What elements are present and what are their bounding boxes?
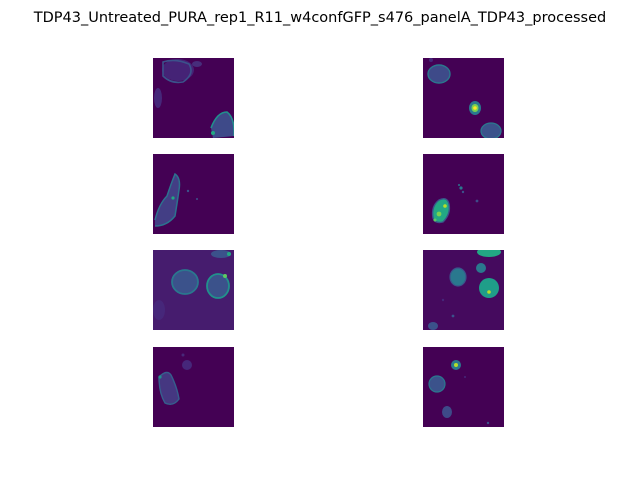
image-panel-r2-c2-canvas (423, 154, 504, 234)
image-panel-r1-c2-canvas (423, 58, 504, 138)
image-panel-r1-c2 (423, 58, 504, 138)
image-panel-r3-c2 (423, 250, 504, 330)
figure-title: TDP43_Untreated_PURA_rep1_R11_w4confGFP_… (33, 10, 607, 26)
image-panel-r3-c1-canvas (153, 250, 234, 330)
image-panel-r4-c2 (423, 347, 504, 427)
image-panel-r2-c2 (423, 154, 504, 234)
image-panel-r2-c1-canvas (153, 154, 234, 234)
image-panel-r1-c1-canvas (153, 58, 234, 138)
image-panel-r3-c1 (153, 250, 234, 330)
image-panel-r4-c1-canvas (153, 347, 234, 427)
image-panel-r4-c1 (153, 347, 234, 427)
image-panel-r3-c2-canvas (423, 250, 504, 330)
image-panel-r1-c1 (153, 58, 234, 138)
image-panel-r2-c1 (153, 154, 234, 234)
image-panel-r4-c2-canvas (423, 347, 504, 427)
